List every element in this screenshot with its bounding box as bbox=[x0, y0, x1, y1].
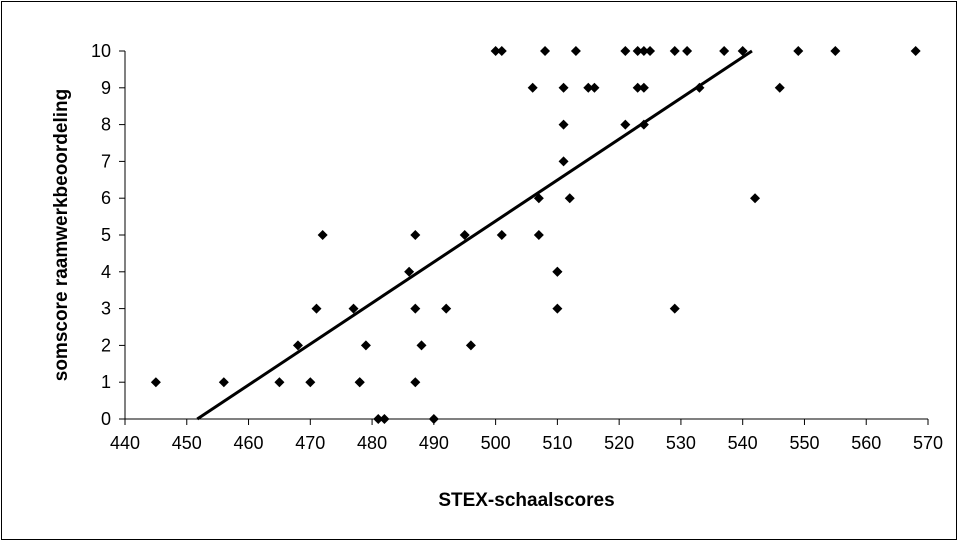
data-point bbox=[540, 46, 551, 56]
y-axis-title: somscore raamwerkbeoordeling bbox=[51, 89, 72, 382]
x-tick-label: 560 bbox=[851, 433, 881, 453]
x-tick-label: 510 bbox=[542, 433, 572, 453]
y-axis: 0 1 2 3 4 5 6 7 8 9 10 bbox=[91, 41, 126, 429]
x-tick-label: 570 bbox=[913, 433, 943, 453]
data-point bbox=[410, 377, 421, 388]
x-tick-label: 500 bbox=[481, 433, 511, 453]
data-point bbox=[441, 303, 452, 314]
data-point bbox=[558, 119, 569, 130]
y-tick-label: 5 bbox=[101, 225, 111, 245]
data-point bbox=[379, 414, 390, 424]
data-point bbox=[292, 340, 303, 351]
data-point bbox=[570, 46, 581, 56]
x-tick-label: 460 bbox=[234, 433, 264, 453]
data-point bbox=[150, 377, 161, 388]
data-point bbox=[373, 414, 384, 424]
data-point bbox=[830, 46, 841, 56]
trendline bbox=[196, 49, 753, 421]
data-point bbox=[496, 230, 507, 240]
data-point bbox=[533, 230, 544, 240]
data-point bbox=[490, 46, 501, 56]
x-tick-label: 470 bbox=[295, 433, 325, 453]
data-point bbox=[317, 230, 328, 240]
y-tick-label: 6 bbox=[101, 188, 111, 208]
data-point bbox=[527, 82, 538, 93]
data-point bbox=[218, 377, 229, 388]
data-point bbox=[589, 82, 600, 93]
data-point bbox=[348, 303, 359, 314]
data-point bbox=[552, 303, 563, 314]
data-point bbox=[719, 46, 730, 56]
data-point bbox=[416, 340, 427, 351]
data-point bbox=[669, 303, 680, 314]
x-axis-title: STEX-schaalscores bbox=[438, 490, 614, 511]
data-point bbox=[793, 46, 804, 56]
data-point bbox=[360, 340, 371, 351]
data-point bbox=[459, 230, 470, 240]
x-axis: 440 450 460 470 480 490 500 510 520 530 540 550 560 5… bbox=[110, 418, 943, 453]
y-tick-label: 8 bbox=[101, 115, 111, 135]
x-tick-label: 520 bbox=[604, 433, 634, 453]
data-point bbox=[552, 266, 563, 277]
y-tick-label: 1 bbox=[101, 372, 111, 392]
x-tick-label: 450 bbox=[172, 433, 202, 453]
data-point bbox=[311, 303, 322, 314]
y-tick-label: 9 bbox=[101, 78, 111, 98]
y-tick-label: 2 bbox=[101, 335, 111, 355]
y-tick-label: 0 bbox=[101, 409, 111, 429]
data-point bbox=[620, 119, 631, 130]
y-tick-label: 7 bbox=[101, 151, 111, 171]
data-point bbox=[910, 46, 921, 56]
data-point bbox=[428, 414, 439, 424]
data-point bbox=[750, 193, 761, 204]
data-point bbox=[669, 46, 680, 56]
x-tick-label: 480 bbox=[357, 433, 387, 453]
data-point bbox=[465, 340, 476, 351]
data-point bbox=[632, 82, 643, 93]
data-point bbox=[354, 377, 365, 388]
data-point bbox=[682, 46, 693, 56]
y-tick-label: 4 bbox=[101, 262, 111, 282]
data-point bbox=[404, 266, 415, 277]
data-point bbox=[632, 46, 643, 56]
x-tick-label: 540 bbox=[728, 433, 758, 453]
data-point bbox=[564, 193, 575, 204]
x-tick-label: 490 bbox=[419, 433, 449, 453]
y-tick-label: 3 bbox=[101, 299, 111, 319]
data-point bbox=[274, 377, 285, 388]
data-point bbox=[583, 82, 594, 93]
data-point bbox=[558, 82, 569, 93]
data-point bbox=[645, 46, 656, 56]
data-point bbox=[558, 156, 569, 167]
y-tick-label: 10 bbox=[91, 41, 111, 61]
data-point bbox=[410, 303, 421, 314]
data-point bbox=[638, 82, 649, 93]
data-points bbox=[150, 46, 921, 424]
data-point bbox=[774, 82, 785, 93]
data-point bbox=[305, 377, 316, 388]
data-point bbox=[737, 46, 748, 56]
x-tick-label: 440 bbox=[110, 433, 140, 453]
data-point bbox=[496, 46, 507, 56]
x-tick-label: 530 bbox=[666, 433, 696, 453]
data-point bbox=[410, 230, 421, 240]
x-tick-label: 550 bbox=[789, 433, 819, 453]
data-point bbox=[620, 46, 631, 56]
data-point bbox=[638, 46, 649, 56]
